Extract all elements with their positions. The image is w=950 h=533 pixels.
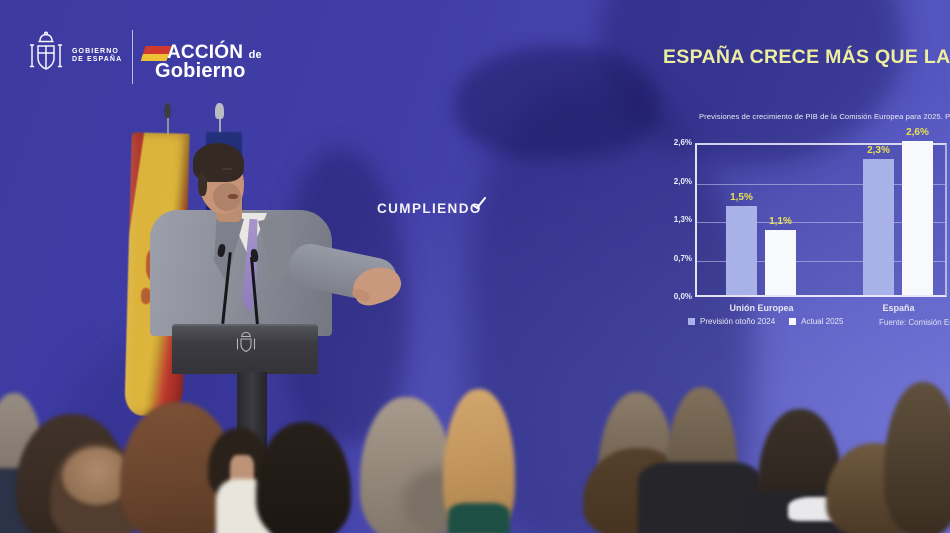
chart-plot: 1,5% 1,1% Unión Europea 2,3% 2,6% España [695, 127, 947, 313]
government-label: GOBIERNO DE ESPAÑA [72, 48, 122, 64]
audience-shoulder [448, 503, 510, 533]
chart-bar [902, 141, 933, 295]
legend-swatch-icon [688, 318, 695, 325]
chart-gridline [697, 183, 945, 185]
speaker-mouth [228, 194, 238, 199]
spain-coat-of-arms-icon [27, 30, 65, 82]
headline: ESPAÑA CRECE MÁS QUE LA UE [663, 46, 950, 68]
chart-title: Previsiones de crecimiento de PIB de la … [699, 112, 950, 121]
spain-flagpole-finial [164, 103, 171, 118]
check-icon [471, 197, 486, 213]
audience-head [256, 422, 351, 533]
chart-source: Fuente: Comisión Eur [879, 318, 950, 327]
slogan: CUMPLIENDO [377, 197, 486, 216]
chart-y-tick: 0,7% [673, 253, 692, 263]
speaker-sideburn [198, 172, 207, 196]
eu-flagpole [219, 108, 221, 136]
chart-legend-item: Actual 2025 [789, 317, 843, 326]
chart-y-tick: 2,0% [673, 176, 692, 186]
chart-category-label: Unión Europea [729, 303, 794, 313]
chart-bar [765, 229, 796, 295]
logo-divider [132, 30, 133, 84]
spain-flagpole [167, 108, 169, 138]
eu-flagpole-finial [215, 103, 224, 119]
chart-bar [726, 206, 757, 295]
program-title-line2: Gobierno [155, 60, 246, 82]
government-label-line1: GOBIERNO [72, 48, 119, 55]
chart-gridline [697, 222, 945, 223]
audience-shoulder [638, 462, 762, 533]
speaker-eye [225, 172, 230, 174]
chart-value-label: 1,5% [730, 192, 753, 204]
chart-y-tick: 1,3% [673, 215, 692, 224]
program-connector: de [248, 49, 262, 61]
spain-flag-crest [141, 288, 151, 304]
chart-gridline [697, 260, 945, 262]
program-word1: ACCIÓN [167, 42, 244, 63]
backdrop-silhouette [598, 0, 903, 165]
audience-head [884, 382, 950, 533]
chart-legend: Previsión otoño 2024 Actual 2025 [688, 317, 843, 326]
slogan-text: CUMPLIENDO [377, 201, 482, 216]
legend-label: Previsión otoño 2024 [700, 317, 776, 326]
chart-category-label: España [882, 303, 915, 313]
chart-y-tick: 0,0% [673, 292, 692, 301]
chart-y-tick: 2,6% [673, 138, 692, 147]
government-label-line2: DE ESPAÑA [72, 56, 123, 63]
chart-value-label: 1,1% [769, 215, 792, 227]
chart-value-label: 2,3% [867, 144, 890, 156]
legend-label: Actual 2025 [801, 317, 844, 326]
chart-legend-item: Previsión otoño 2024 [688, 317, 775, 326]
legend-swatch-icon [789, 318, 797, 325]
backdrop-silhouette [455, 46, 660, 158]
chart-bar [863, 158, 894, 295]
lectern-coat-of-arms-icon [235, 331, 257, 357]
chart-value-label: 2,6% [906, 127, 929, 138]
program-title-line1: ACCIÓN de [167, 42, 262, 64]
